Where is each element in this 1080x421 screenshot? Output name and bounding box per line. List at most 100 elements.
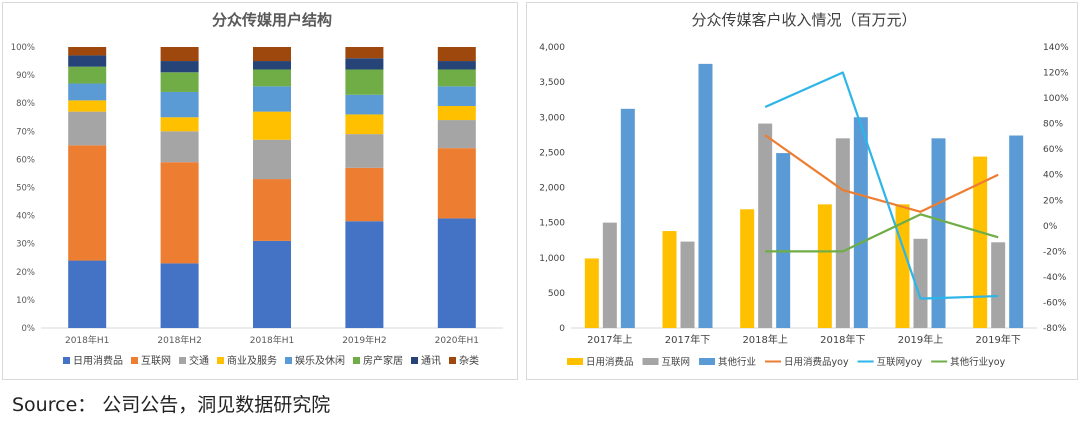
bar-segment: [437, 106, 476, 121]
bar-segment: [160, 47, 199, 62]
bar-segment: [160, 263, 199, 328]
bar: [913, 238, 928, 328]
chart-title: 分众传媒用户结构: [212, 11, 332, 29]
bar-segment: [253, 111, 291, 140]
legend-label: 互联网: [141, 355, 171, 367]
bar-segment: [253, 240, 291, 328]
y-tick-label: 500: [548, 289, 565, 299]
bar-segment: [437, 148, 476, 219]
bar: [584, 258, 599, 328]
x-tick-label: 2017年上: [587, 333, 632, 346]
bar: [991, 242, 1006, 328]
y-tick-label: 2,000: [539, 184, 565, 194]
y2-tick-label: 120%: [1043, 69, 1069, 79]
y2-tick-label: -80%: [1043, 324, 1067, 334]
y-tick-label: 1,000: [539, 254, 565, 264]
bar-segment: [253, 47, 291, 62]
bar-segment: [345, 94, 384, 115]
user-structure-chart-panel: 分众传媒用户结构 0% 10% 20% 30% 40% 50% 60% 70% 80% 90% 100…: [2, 2, 518, 380]
bar-segment: [437, 61, 476, 70]
legend-label: 互联网yoy: [877, 357, 923, 368]
y2-tick-label: 140%: [1043, 43, 1069, 53]
bar: [758, 123, 773, 328]
y2-tick-label: 0%: [1043, 222, 1058, 232]
client-revenue-chart-panel: 分众传媒客户收入情况（百万元） 0 500 1,000 1,500 2,000 2,500 3…: [526, 2, 1078, 380]
bar-segment: [160, 131, 199, 163]
y-tick-label: 3,000: [539, 113, 565, 123]
bar-segment: [68, 145, 107, 261]
x-tick-label: 2019年上: [898, 333, 943, 346]
bar-segment: [345, 58, 384, 70]
bar-segment: [160, 162, 199, 264]
y2-tick-label: -40%: [1043, 273, 1067, 283]
bar-segment: [160, 117, 199, 132]
bar-segment: [437, 86, 476, 107]
legend-label: 日用消费品yoy: [784, 356, 849, 368]
bar-segment: [345, 114, 384, 135]
y2-tick-label: 60%: [1043, 145, 1063, 155]
legend-swatch: [285, 357, 292, 364]
user-structure-chart: 分众传媒用户结构 0% 10% 20% 30% 40% 50% 60% 70% 80% 90% 100…: [11, 11, 503, 367]
y-tick-label: 40%: [16, 212, 35, 222]
bar: [602, 222, 617, 328]
bar-segment: [68, 100, 107, 112]
bar: [698, 63, 713, 329]
y2-tick-label: 40%: [1043, 171, 1063, 181]
legend-label: 通讯: [421, 355, 441, 367]
legend-label: 娱乐及休闲: [295, 354, 345, 367]
y-tick-label: 1,500: [539, 219, 565, 229]
y2-tick-label: 80%: [1043, 120, 1063, 130]
y-tick-label: 100%: [11, 43, 35, 53]
x-tick-label: 2019年下: [975, 333, 1020, 346]
bar-segment: [345, 167, 384, 222]
legend-swatch: [63, 357, 70, 364]
legend-swatch: [179, 357, 186, 364]
legend-label: 房产家居: [363, 354, 403, 367]
legend-swatch: [217, 357, 224, 364]
y-tick-label: 90%: [16, 71, 35, 81]
x-tick-label: 2017年下: [665, 333, 710, 346]
bar-segment: [68, 47, 107, 56]
bar-segment: [160, 72, 199, 92]
bar-segment: [437, 120, 476, 149]
y-tick-label: 0: [559, 324, 565, 334]
y-tick-label: 3,500: [539, 78, 565, 88]
y2-tick-label: 20%: [1043, 196, 1063, 206]
bar: [835, 138, 850, 328]
y-tick-label: 4,000: [539, 43, 565, 53]
legend-swatch: [131, 357, 138, 364]
legend-label: 交通: [189, 354, 209, 367]
bar-segment: [437, 47, 476, 62]
bar: [853, 117, 868, 328]
legend-swatch: [449, 357, 456, 364]
legend-swatch: [567, 358, 583, 365]
bar-segment: [253, 179, 291, 241]
x-tick-label: 2018年H2: [157, 334, 201, 346]
legend-label: 日用消费品: [586, 356, 634, 368]
legend-label: 其他行业yoy: [950, 356, 1005, 368]
legend-label: 互联网: [662, 357, 691, 368]
x-tick-label: 2019年H2: [342, 334, 386, 346]
bar: [817, 204, 832, 328]
client-revenue-chart: 分众传媒客户收入情况（百万元） 0 500 1,000 1,500 2,000 2,500 3…: [539, 11, 1069, 368]
y-tick-label: 60%: [16, 155, 35, 165]
y-tick-label: 80%: [16, 99, 35, 109]
y2-tick-label: 100%: [1043, 94, 1069, 104]
x-tick-label: 2020年H1: [435, 334, 479, 346]
bar: [973, 156, 988, 328]
bar-segment: [253, 61, 291, 70]
bar: [776, 153, 791, 328]
bar: [740, 209, 755, 328]
x-tick-label: 2018年H1: [250, 334, 294, 346]
legend-swatch: [411, 357, 418, 364]
bar-segment: [160, 61, 199, 73]
bar-segment: [253, 139, 291, 180]
x-tick-label: 2018年下: [820, 333, 865, 346]
x-tick-label: 2018年上: [742, 333, 787, 346]
line-series: [764, 134, 999, 213]
source-note: Source： 公司公告，洞见数据研究院: [12, 394, 331, 416]
line-series: [765, 213, 999, 253]
bar-segment: [437, 69, 476, 87]
y-tick-label: 70%: [16, 127, 35, 137]
bar-segment: [345, 47, 384, 59]
